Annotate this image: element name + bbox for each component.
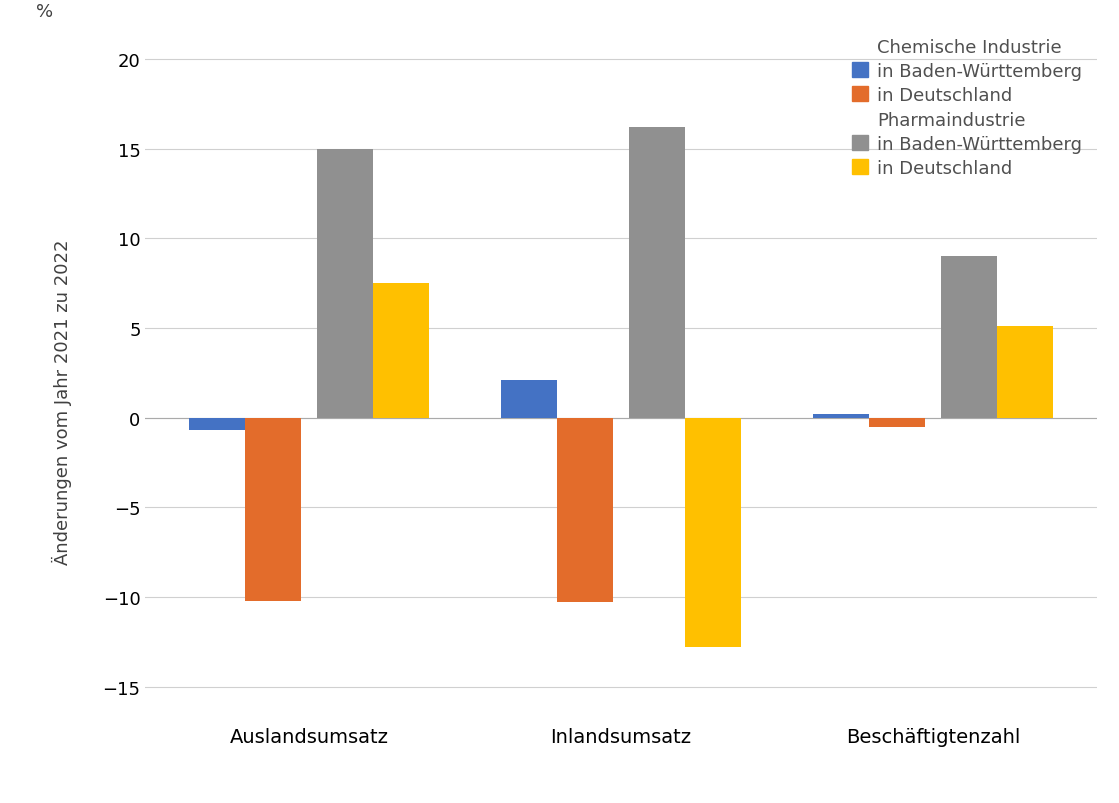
Bar	[245, 418, 301, 601]
Bar	[814, 414, 869, 418]
Bar	[685, 418, 741, 647]
Bar	[869, 418, 925, 427]
Text: Änderungen vom Jahr 2021 zu 2022: Änderungen vom Jahr 2021 zu 2022	[51, 239, 72, 564]
Bar	[189, 418, 245, 430]
Bar	[997, 327, 1053, 418]
Legend: Chemische Industrie, in Baden-Württemberg, in Deutschland, Pharmaindustrie, in B: Chemische Industrie, in Baden-Württember…	[846, 33, 1088, 183]
Bar	[373, 283, 429, 418]
Bar	[941, 257, 997, 418]
Bar	[629, 128, 685, 418]
Bar	[501, 381, 557, 418]
Bar	[317, 149, 373, 418]
Text: %: %	[36, 2, 54, 21]
Bar	[557, 418, 613, 603]
